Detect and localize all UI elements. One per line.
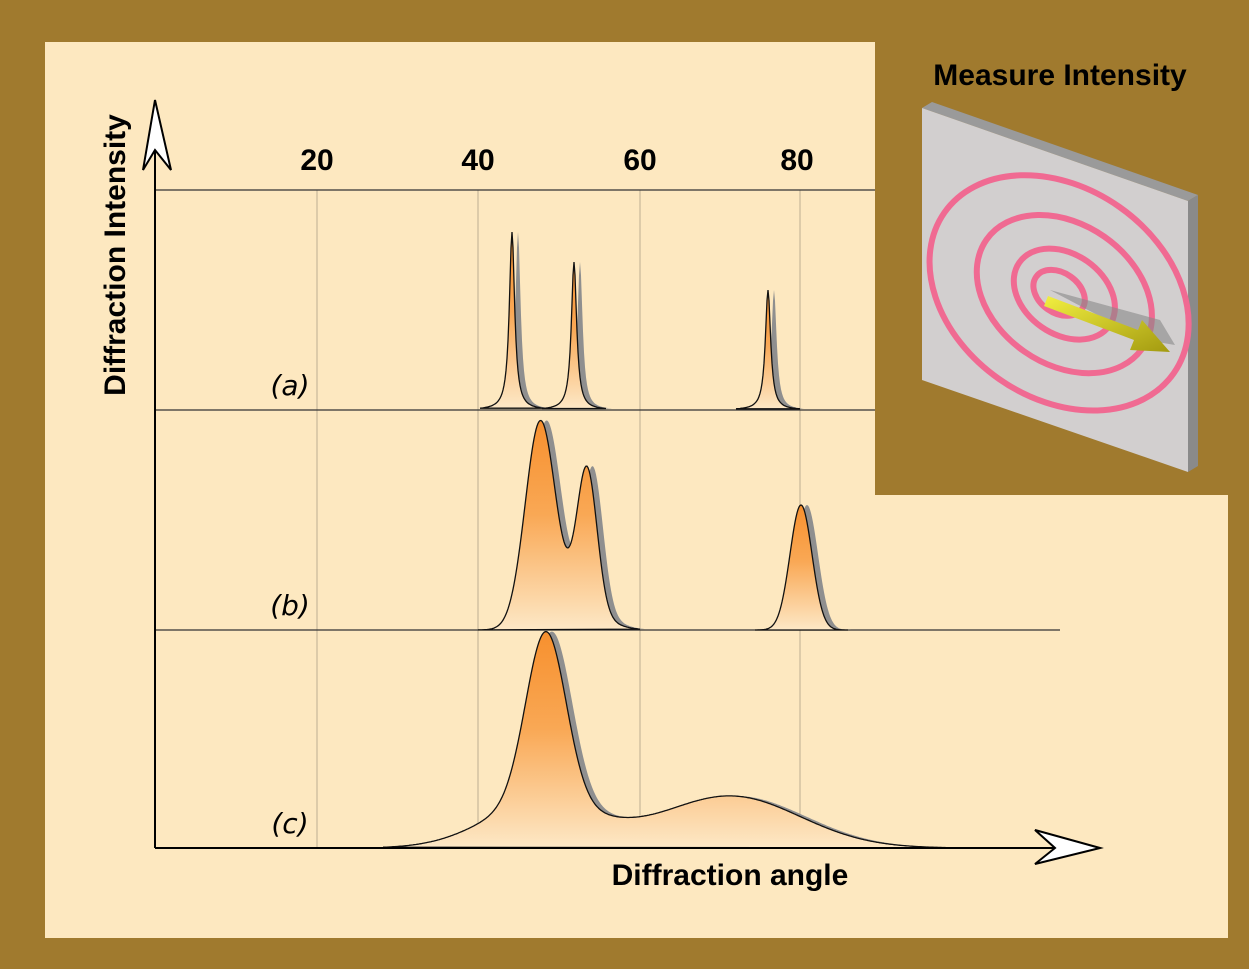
- tick-label: 80: [780, 144, 813, 177]
- peak: [735, 289, 801, 410]
- tick-label: 20: [300, 144, 333, 177]
- peaks: [382, 231, 984, 849]
- peak: [477, 419, 641, 631]
- pattern-label: (b): [270, 589, 310, 622]
- y-axis-label: Diffraction Intensity: [99, 114, 132, 396]
- panel: [45, 42, 1228, 938]
- peak: [548, 262, 612, 409]
- grid: [155, 189, 1060, 848]
- peak: [486, 232, 550, 409]
- inset-title: Measure Intensity: [933, 59, 1187, 92]
- peak: [382, 630, 979, 849]
- x-axis-label: Diffraction angle: [612, 859, 849, 892]
- peak: [479, 231, 545, 409]
- tick-label: 60: [623, 144, 656, 177]
- tick-label: 40: [461, 144, 494, 177]
- peak: [541, 261, 607, 410]
- pattern-label: (c): [271, 807, 308, 840]
- peak: [742, 290, 806, 409]
- pattern-label: (a): [270, 369, 309, 402]
- detector: [922, 102, 1198, 472]
- axes: [142, 99, 1104, 865]
- peak: [755, 504, 848, 631]
